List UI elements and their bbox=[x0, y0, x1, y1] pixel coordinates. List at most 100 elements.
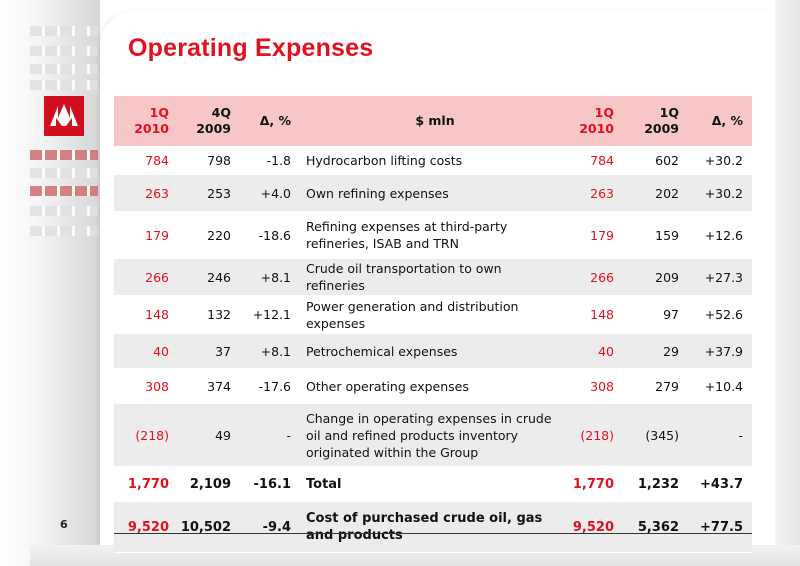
cell-4q2009: 2,109 bbox=[189, 476, 231, 492]
cell-item: Hydrocarbon lifting costs bbox=[306, 153, 463, 168]
header-delta-left: Δ, % bbox=[259, 113, 291, 128]
header-line: 2009 bbox=[644, 121, 679, 136]
table-row: 148 132 +12.1 Power generation and distr… bbox=[114, 296, 752, 334]
cell-1q2009: 5,362 bbox=[637, 519, 679, 535]
cell-item: Petrochemical expenses bbox=[306, 343, 458, 359]
table-header-row: 1Q 2010 4Q 2009 Δ, % $ mln 1Q 2010 1Q 2009 Δ… bbox=[114, 96, 752, 147]
left-decor-band bbox=[0, 0, 100, 566]
decor-stripe bbox=[30, 168, 98, 178]
header-line: 1Q bbox=[659, 105, 679, 120]
cell-1q2010: 148 bbox=[145, 307, 169, 322]
table-row: 40 37 +8.1 Petrochemical expenses 40 29 … bbox=[114, 334, 752, 369]
cell-delta: -16.1 bbox=[253, 476, 291, 492]
cell-delta: +52.6 bbox=[704, 307, 743, 322]
cell-1q2009: 29 bbox=[663, 343, 679, 359]
cell-1q2010: (218) bbox=[135, 427, 169, 443]
header-item: $ mln bbox=[415, 113, 455, 128]
cell-4q2009: 374 bbox=[207, 378, 231, 394]
cell-1q2010: 1,770 bbox=[127, 476, 169, 492]
cell-item: Crude oil transportation to own refineri… bbox=[306, 261, 502, 293]
cell-4q2009: 253 bbox=[207, 185, 231, 201]
cell-4q2009: 10,502 bbox=[180, 519, 231, 535]
cell-1q2010: 784 bbox=[145, 153, 169, 168]
cell-delta: -9.4 bbox=[262, 519, 291, 535]
cell-1q2009: 1,232 bbox=[637, 476, 679, 492]
decor-stripe bbox=[30, 46, 98, 56]
cell-delta: +27.3 bbox=[704, 269, 743, 285]
cell-delta: -1.8 bbox=[266, 153, 291, 168]
cell-1q2010: 266 bbox=[590, 269, 614, 285]
cell-item: Own refining expenses bbox=[306, 185, 449, 201]
header-1q2010-left: 1Q 2010 bbox=[114, 96, 169, 146]
header-line: 1Q bbox=[149, 105, 169, 120]
cell-1q2010: 263 bbox=[590, 185, 614, 201]
cell-1q2010: 9,520 bbox=[572, 519, 614, 535]
header-delta-right: Δ, % bbox=[711, 113, 743, 128]
table-row: 784 798 -1.8 Hydrocarbon lifting costs 7… bbox=[114, 147, 752, 175]
header-line: 2010 bbox=[579, 121, 614, 136]
table-bottom-rule bbox=[114, 533, 752, 534]
table-row: 179 220 -18.6 Refining expenses at third… bbox=[114, 212, 752, 259]
cell-4q2009: 49 bbox=[215, 427, 231, 443]
cell-1q2010: 1,770 bbox=[572, 476, 614, 492]
cell-1q2010: 9,520 bbox=[127, 519, 169, 535]
header-line: 1Q bbox=[594, 105, 614, 120]
cell-4q2009: 132 bbox=[207, 307, 231, 322]
decor-stripe bbox=[30, 206, 98, 216]
decor-stripe bbox=[30, 80, 98, 90]
table-row: 266 246 +8.1 Crude oil transportation to… bbox=[114, 259, 752, 296]
cell-item: Total bbox=[306, 476, 342, 492]
decor-stripe-red bbox=[30, 150, 98, 160]
header-4q2009: 4Q 2009 bbox=[169, 96, 231, 146]
cell-item: Power generation and distribution expens… bbox=[306, 298, 519, 331]
page-number: 6 bbox=[60, 518, 68, 531]
cell-delta: - bbox=[286, 427, 291, 443]
cell-1q2009: 279 bbox=[655, 378, 679, 394]
decor-stripe bbox=[30, 26, 98, 36]
cell-delta: +30.2 bbox=[704, 185, 743, 201]
cell-delta: +37.9 bbox=[704, 343, 743, 359]
cell-delta: -17.6 bbox=[258, 378, 291, 394]
cell-delta: +43.7 bbox=[700, 476, 743, 492]
cell-1q2010: 148 bbox=[590, 307, 614, 322]
cell-1q2010: 40 bbox=[153, 343, 169, 359]
page-title: Operating Expenses bbox=[128, 34, 374, 62]
cell-4q2009: 220 bbox=[207, 227, 231, 243]
cell-4q2009: 246 bbox=[207, 269, 231, 285]
cell-1q2009: 202 bbox=[655, 185, 679, 201]
cell-delta: +8.1 bbox=[260, 269, 291, 285]
cell-delta: +4.0 bbox=[260, 185, 291, 201]
cell-1q2010: 266 bbox=[145, 269, 169, 285]
cell-item: Change in operating expenses in crude oi… bbox=[306, 410, 552, 460]
header-1q2009: 1Q 2009 bbox=[614, 96, 679, 146]
cell-1q2009: 209 bbox=[655, 269, 679, 285]
header-line: 2010 bbox=[134, 121, 169, 136]
cell-1q2010: 40 bbox=[598, 343, 614, 359]
table-row: 308 374 -17.6 Other operating expenses 3… bbox=[114, 369, 752, 404]
cell-4q2009: 37 bbox=[215, 343, 231, 359]
decor-stripe bbox=[30, 64, 98, 74]
header-line: 2009 bbox=[196, 121, 231, 136]
lukoil-logo-icon bbox=[44, 96, 84, 136]
header-line: 4Q bbox=[211, 105, 231, 120]
right-decor-band bbox=[775, 0, 800, 566]
cell-item: Refining expenses at third-party refiner… bbox=[306, 219, 508, 251]
decor-stripe bbox=[30, 226, 98, 236]
cell-1q2010: 179 bbox=[145, 227, 169, 243]
cell-item: Cost of purchased crude oil, gas and pro… bbox=[306, 511, 543, 543]
cell-1q2010: 784 bbox=[590, 153, 614, 168]
table-row-total: 1,770 2,109 -16.1 Total 1,770 1,232 +43.… bbox=[114, 467, 752, 502]
cell-delta: +10.4 bbox=[704, 378, 743, 394]
cell-item: Other operating expenses bbox=[306, 378, 469, 394]
cell-1q2010: 308 bbox=[145, 378, 169, 394]
cell-delta: +12.6 bbox=[704, 227, 743, 243]
cell-1q2009: (345) bbox=[645, 427, 679, 443]
cell-1q2010: (218) bbox=[580, 427, 614, 443]
cell-delta: +12.1 bbox=[252, 307, 291, 322]
cell-delta: +30.2 bbox=[704, 153, 743, 168]
cell-delta: -18.6 bbox=[258, 227, 291, 243]
cell-delta: +8.1 bbox=[260, 343, 291, 359]
decor-stripe-red bbox=[30, 186, 98, 196]
cell-1q2010: 263 bbox=[145, 185, 169, 201]
table-row: (218) 49 - Change in operating expenses … bbox=[114, 404, 752, 467]
